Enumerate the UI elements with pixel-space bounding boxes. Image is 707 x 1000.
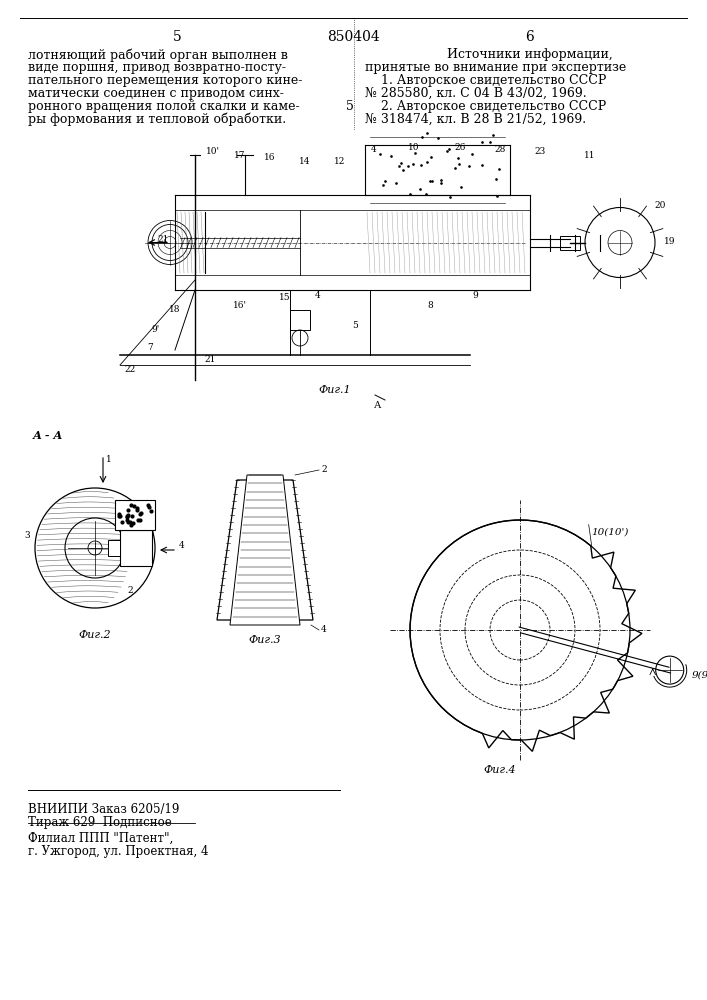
Bar [120, 530, 152, 566]
Text: 11: 11 [584, 150, 596, 159]
Text: 2: 2 [321, 466, 327, 475]
Text: 23: 23 [534, 147, 546, 156]
Text: 5: 5 [352, 320, 358, 330]
Text: 2. Авторское свидетельство СССР: 2. Авторское свидетельство СССР [365, 100, 606, 113]
Text: лотняющий рабочий орган выполнен в: лотняющий рабочий орган выполнен в [28, 48, 288, 62]
Text: 12: 12 [334, 157, 346, 166]
Bar [560, 235, 580, 249]
Text: 18: 18 [169, 306, 181, 314]
Circle shape [35, 488, 155, 608]
Text: 22: 22 [124, 365, 136, 374]
Text: 19: 19 [665, 237, 676, 246]
Circle shape [88, 541, 102, 555]
Text: Источники информации,: Источники информации, [447, 48, 613, 61]
Text: 1: 1 [106, 455, 112, 464]
Text: 2: 2 [127, 586, 133, 595]
Bar [290, 310, 310, 330]
Text: Тираж 629  Подписное: Тираж 629 Подписное [28, 816, 172, 829]
Text: 28: 28 [494, 145, 506, 154]
Polygon shape [217, 480, 313, 620]
Text: 10(10'): 10(10') [592, 528, 629, 537]
Text: 10: 10 [408, 143, 420, 152]
Bar [108, 540, 120, 556]
Circle shape [65, 518, 125, 578]
Text: пательного перемещения которого кине-: пательного перемещения которого кине- [28, 74, 303, 87]
Text: № 318474, кл. В 28 В 21/52, 1969.: № 318474, кл. В 28 В 21/52, 1969. [365, 113, 586, 126]
Text: 4: 4 [321, 626, 327, 635]
Text: Филиал ППП "Патент",: Филиал ППП "Патент", [28, 832, 173, 845]
Text: 850404: 850404 [327, 30, 380, 44]
Text: № 285580, кл. С 04 В 43/02, 1969.: № 285580, кл. С 04 В 43/02, 1969. [365, 87, 587, 100]
Text: Фиг.4: Фиг.4 [484, 765, 516, 775]
Text: 10': 10' [206, 147, 220, 156]
Text: 4: 4 [179, 542, 185, 550]
Text: 15: 15 [279, 294, 291, 302]
Text: 21: 21 [204, 356, 216, 364]
Text: 9': 9' [151, 326, 159, 334]
Text: 16: 16 [264, 152, 276, 161]
Text: 5: 5 [173, 30, 182, 44]
Text: 4: 4 [371, 145, 377, 154]
Text: А - А: А - А [33, 430, 64, 441]
Bar [115, 500, 155, 530]
Circle shape [655, 656, 684, 684]
Text: ВНИИПИ Заказ 6205/19: ВНИИПИ Заказ 6205/19 [28, 803, 180, 816]
Text: ронного вращения полой скалки и каме-: ронного вращения полой скалки и каме- [28, 100, 300, 113]
Text: принятые во внимание при экспертизе: принятые во внимание при экспертизе [365, 61, 626, 74]
Text: 21: 21 [158, 235, 169, 244]
Text: 7: 7 [147, 344, 153, 353]
Text: 20: 20 [654, 200, 666, 210]
Text: ры формования и тепловой обработки.: ры формования и тепловой обработки. [28, 113, 286, 126]
Text: 26: 26 [455, 143, 466, 152]
Text: 16': 16' [233, 300, 247, 310]
Text: 6: 6 [525, 30, 534, 44]
Text: 8: 8 [427, 300, 433, 310]
Text: А: А [374, 400, 382, 410]
Text: Фиг.2: Фиг.2 [78, 630, 111, 640]
Polygon shape [230, 475, 300, 625]
Text: 4: 4 [315, 290, 321, 300]
Text: 3: 3 [24, 532, 30, 540]
Text: 1. Авторское свидетельство СССР: 1. Авторское свидетельство СССР [365, 74, 607, 87]
Text: г. Ужгород, ул. Проектная, 4: г. Ужгород, ул. Проектная, 4 [28, 845, 209, 858]
Text: 9: 9 [472, 290, 478, 300]
Text: 5: 5 [346, 100, 354, 113]
Text: Фиг.3: Фиг.3 [249, 635, 281, 645]
Text: матически соединен с приводом синх-: матически соединен с приводом синх- [28, 87, 284, 100]
Text: Фиг.1: Фиг.1 [319, 385, 351, 395]
Text: 9(9'): 9(9') [691, 671, 707, 680]
Text: 17: 17 [234, 150, 246, 159]
Text: 14: 14 [299, 157, 311, 166]
Text: виде поршня, привод возвратно-посту-: виде поршня, привод возвратно-посту- [28, 61, 286, 74]
